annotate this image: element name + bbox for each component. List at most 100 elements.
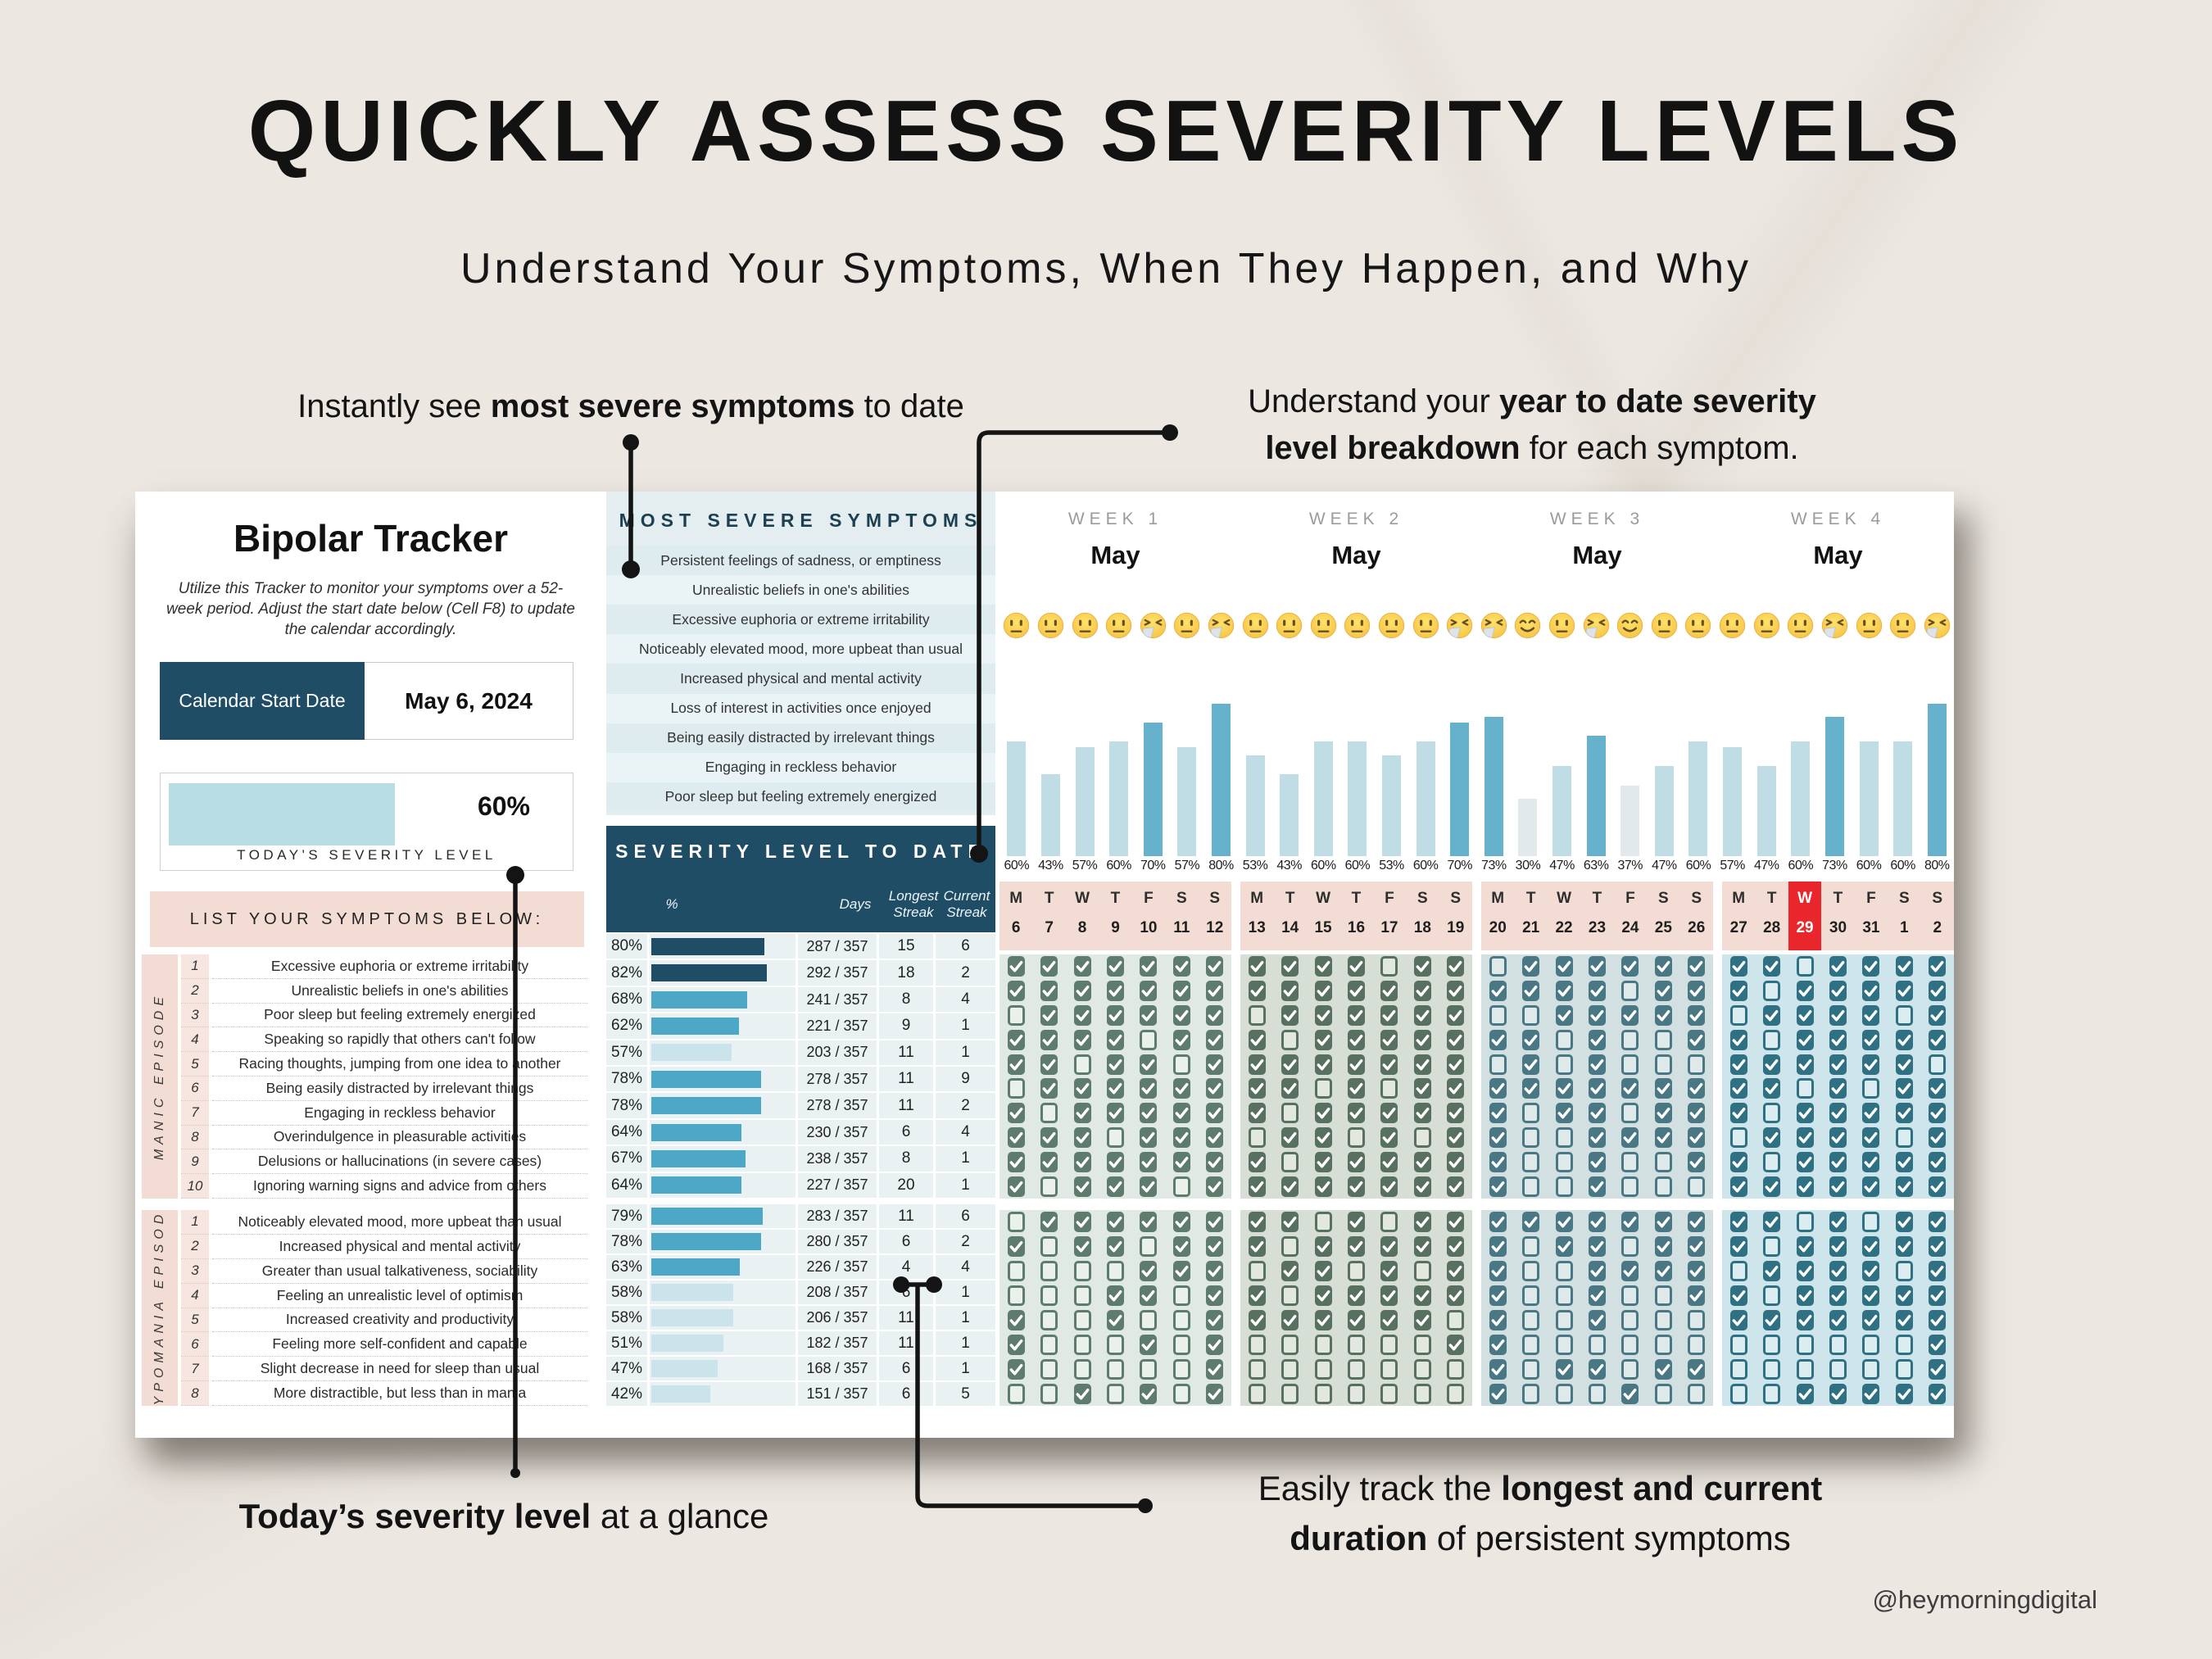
checkbox-unchecked[interactable] — [1862, 1212, 1880, 1233]
checkbox-checked[interactable] — [1688, 1236, 1706, 1258]
checkbox-checked[interactable] — [1380, 1285, 1398, 1307]
checkbox-checked[interactable] — [1206, 1054, 1224, 1075]
day-cell[interactable]: M 27 — [1722, 882, 1755, 950]
day-cell[interactable]: M 20 — [1481, 882, 1514, 950]
checkbox-checked[interactable] — [1172, 1078, 1190, 1099]
symptom-text-cell[interactable]: Racing thoughts, jumping from one idea t… — [212, 1052, 587, 1077]
day-cell[interactable]: T 21 — [1514, 882, 1547, 950]
checkbox-checked[interactable] — [1447, 1285, 1465, 1307]
checkbox-checked[interactable] — [1073, 1029, 1091, 1050]
checkbox-checked[interactable] — [1347, 1176, 1365, 1197]
checkbox-checked[interactable] — [1447, 1236, 1465, 1258]
checkbox-unchecked[interactable] — [1489, 956, 1507, 977]
checkbox-checked[interactable] — [1413, 981, 1431, 1002]
checkbox-unchecked[interactable] — [1796, 956, 1814, 977]
checkbox-checked[interactable] — [1447, 1126, 1465, 1148]
checkbox-checked[interactable] — [1555, 1358, 1573, 1380]
checkbox-checked[interactable] — [1172, 1126, 1190, 1148]
symptom-text-cell[interactable]: Ignoring warning signs and advice from o… — [212, 1174, 587, 1199]
checkbox-unchecked[interactable] — [1729, 1004, 1747, 1026]
checkbox-checked[interactable] — [1489, 1334, 1507, 1355]
checkbox-checked[interactable] — [1206, 981, 1224, 1002]
checkbox-checked[interactable] — [1281, 1126, 1299, 1148]
checkbox-checked[interactable] — [1588, 1078, 1606, 1099]
checkbox-unchecked[interactable] — [1588, 1383, 1606, 1404]
checkbox-unchecked[interactable] — [1555, 1383, 1573, 1404]
checkbox-checked[interactable] — [1347, 956, 1365, 977]
symptom-text-cell[interactable]: More distractible, but less than in mani… — [212, 1381, 587, 1406]
day-cell[interactable]: F 31 — [1855, 882, 1888, 950]
checkbox-checked[interactable] — [1314, 1054, 1332, 1075]
checkbox-checked[interactable] — [1281, 1261, 1299, 1282]
checkbox-checked[interactable] — [1248, 1151, 1266, 1172]
checkbox-checked[interactable] — [1688, 1029, 1706, 1050]
checkbox-checked[interactable] — [1654, 1103, 1672, 1124]
checkbox-checked[interactable] — [1929, 1176, 1947, 1197]
checkbox-unchecked[interactable] — [1796, 1334, 1814, 1355]
checkbox-checked[interactable] — [1380, 1236, 1398, 1258]
checkbox-unchecked[interactable] — [1447, 1309, 1465, 1330]
checkbox-unchecked[interactable] — [1248, 1126, 1266, 1148]
checkbox-checked[interactable] — [1729, 1078, 1747, 1099]
checkbox-checked[interactable] — [1489, 1236, 1507, 1258]
checkbox-unchecked[interactable] — [1380, 1212, 1398, 1233]
checkbox-checked[interactable] — [1588, 1309, 1606, 1330]
checkbox-unchecked[interactable] — [1729, 1383, 1747, 1404]
checkbox-checked[interactable] — [1829, 1176, 1847, 1197]
checkbox-unchecked[interactable] — [1555, 1334, 1573, 1355]
checkbox-checked[interactable] — [1895, 1212, 1913, 1233]
checkbox-checked[interactable] — [1895, 1103, 1913, 1124]
checkbox-checked[interactable] — [1688, 1078, 1706, 1099]
checkbox-checked[interactable] — [1248, 956, 1266, 977]
checkbox-unchecked[interactable] — [1073, 1309, 1091, 1330]
checkbox-checked[interactable] — [1380, 1029, 1398, 1050]
checkbox-checked[interactable] — [1413, 1176, 1431, 1197]
checkbox-checked[interactable] — [1447, 1054, 1465, 1075]
checkbox-unchecked[interactable] — [1654, 1029, 1672, 1050]
day-cell[interactable]: F 10 — [1132, 882, 1165, 950]
checkbox-checked[interactable] — [1588, 1261, 1606, 1282]
checkbox-unchecked[interactable] — [1654, 1383, 1672, 1404]
checkbox-checked[interactable] — [1413, 1151, 1431, 1172]
checkbox-checked[interactable] — [1763, 1126, 1781, 1148]
symptom-text-cell[interactable]: Increased creativity and productivity — [212, 1308, 587, 1333]
checkbox-checked[interactable] — [1763, 1078, 1781, 1099]
checkbox-checked[interactable] — [1688, 1103, 1706, 1124]
checkbox-checked[interactable] — [1248, 1054, 1266, 1075]
checkbox-unchecked[interactable] — [1763, 1383, 1781, 1404]
checkbox-checked[interactable] — [1314, 1285, 1332, 1307]
checkbox-unchecked[interactable] — [1489, 1004, 1507, 1026]
checkbox-checked[interactable] — [1588, 1004, 1606, 1026]
checkbox-checked[interactable] — [1654, 956, 1672, 977]
checkbox-unchecked[interactable] — [1413, 1126, 1431, 1148]
checkbox-checked[interactable] — [1413, 956, 1431, 977]
checkbox-checked[interactable] — [1895, 1285, 1913, 1307]
checkbox-unchecked[interactable] — [1314, 1358, 1332, 1380]
checkbox-checked[interactable] — [1796, 1383, 1814, 1404]
checkbox-checked[interactable] — [1172, 1261, 1190, 1282]
checkbox-checked[interactable] — [1314, 1103, 1332, 1124]
checkbox-checked[interactable] — [1206, 1103, 1224, 1124]
checkbox-unchecked[interactable] — [1380, 1383, 1398, 1404]
checkbox-checked[interactable] — [1281, 1176, 1299, 1197]
checkbox-checked[interactable] — [1447, 1212, 1465, 1233]
checkbox-checked[interactable] — [1555, 1236, 1573, 1258]
checkbox-checked[interactable] — [1413, 1054, 1431, 1075]
day-cell[interactable]: W 15 — [1307, 882, 1339, 950]
checkbox-unchecked[interactable] — [1413, 1334, 1431, 1355]
checkbox-checked[interactable] — [1729, 956, 1747, 977]
checkbox-checked[interactable] — [1007, 1334, 1025, 1355]
checkbox-checked[interactable] — [1729, 1029, 1747, 1050]
checkbox-unchecked[interactable] — [1654, 1309, 1672, 1330]
checkbox-checked[interactable] — [1688, 1285, 1706, 1307]
checkbox-checked[interactable] — [1588, 1151, 1606, 1172]
checkbox-checked[interactable] — [1862, 1383, 1880, 1404]
checkbox-checked[interactable] — [1929, 1309, 1947, 1330]
checkbox-checked[interactable] — [1654, 1236, 1672, 1258]
checkbox-checked[interactable] — [1206, 1261, 1224, 1282]
checkbox-checked[interactable] — [1206, 1212, 1224, 1233]
checkbox-unchecked[interactable] — [1281, 1383, 1299, 1404]
checkbox-unchecked[interactable] — [1073, 1054, 1091, 1075]
checkbox-unchecked[interactable] — [1929, 1054, 1947, 1075]
